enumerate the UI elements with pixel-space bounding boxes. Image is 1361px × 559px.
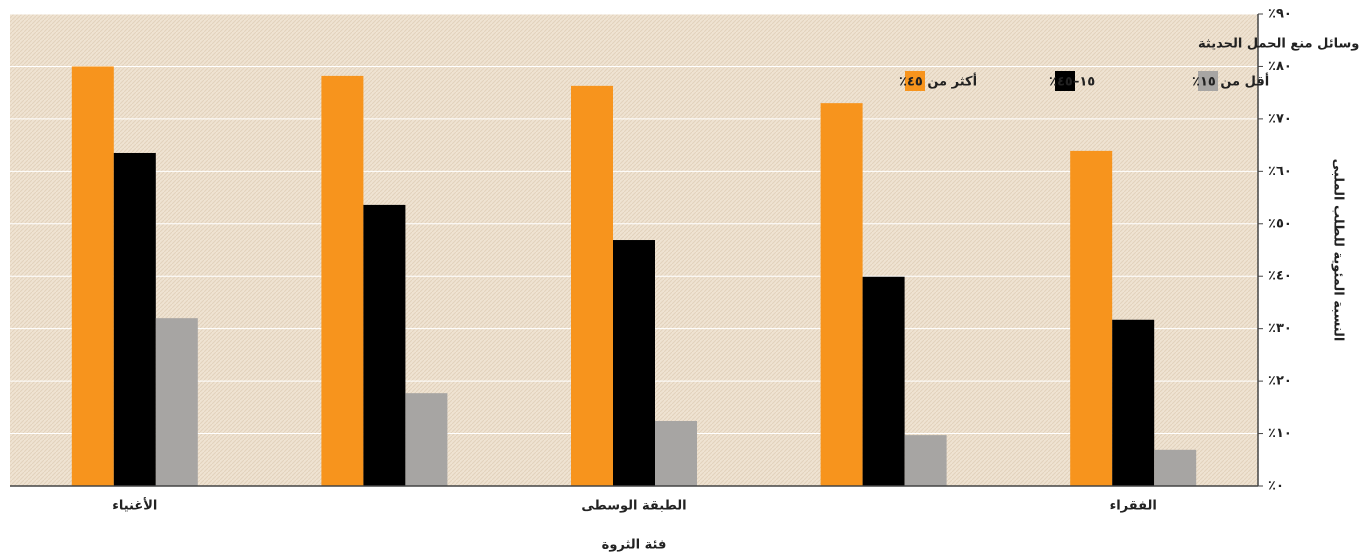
y-tick-label: ٪٧٠ — [1268, 111, 1292, 126]
bar — [1070, 150, 1113, 486]
legend-title: فئة شيوع وسائل منع الحمل الحديثة — [1198, 37, 1361, 52]
y-axis-title: النسبة المئوية للطلب الملبى — [1331, 159, 1346, 342]
y-tick-label: ٪٢٠ — [1268, 374, 1292, 389]
bar — [862, 276, 905, 486]
legend-swatch — [1198, 71, 1218, 91]
bar — [155, 318, 198, 486]
y-tick-label: ٪٠ — [1268, 479, 1284, 494]
x-tick-label: الطبقة الوسطى — [581, 499, 686, 514]
legend-label: ١٥–٤٥٪ — [1049, 75, 1095, 90]
bar — [113, 152, 156, 486]
y-tick-label: ٪١٠ — [1268, 426, 1292, 441]
y-tick-label: ٪٦٠ — [1268, 164, 1292, 179]
bar — [1112, 319, 1155, 486]
legend-label: أكثر من ٤٥٪ — [899, 73, 977, 90]
legend-swatch — [1055, 71, 1075, 91]
bar — [405, 393, 448, 486]
bar — [71, 66, 114, 486]
bar — [655, 420, 697, 486]
bar — [820, 103, 863, 487]
legend-label: أقل من ١٥٪ — [1192, 73, 1269, 90]
bar — [571, 85, 613, 487]
y-tick-label: ٪٥٠ — [1268, 216, 1292, 231]
bar — [613, 240, 655, 486]
y-tick-label: ٪٩٠ — [1268, 7, 1292, 22]
bar — [363, 204, 406, 487]
y-tick-label: ٪٤٠ — [1268, 269, 1292, 284]
x-tick-label: الفقراء — [1110, 499, 1157, 514]
x-tick-label: الأغنياء — [112, 497, 157, 514]
x-axis-title: فئة الثروة — [602, 538, 667, 553]
y-tick-label: ٪٣٠ — [1268, 321, 1292, 336]
bar — [904, 435, 947, 486]
bar — [321, 75, 364, 486]
y-tick-label: ٪٨٠ — [1268, 59, 1292, 74]
bar — [1154, 449, 1197, 486]
legend-swatch — [905, 71, 925, 91]
